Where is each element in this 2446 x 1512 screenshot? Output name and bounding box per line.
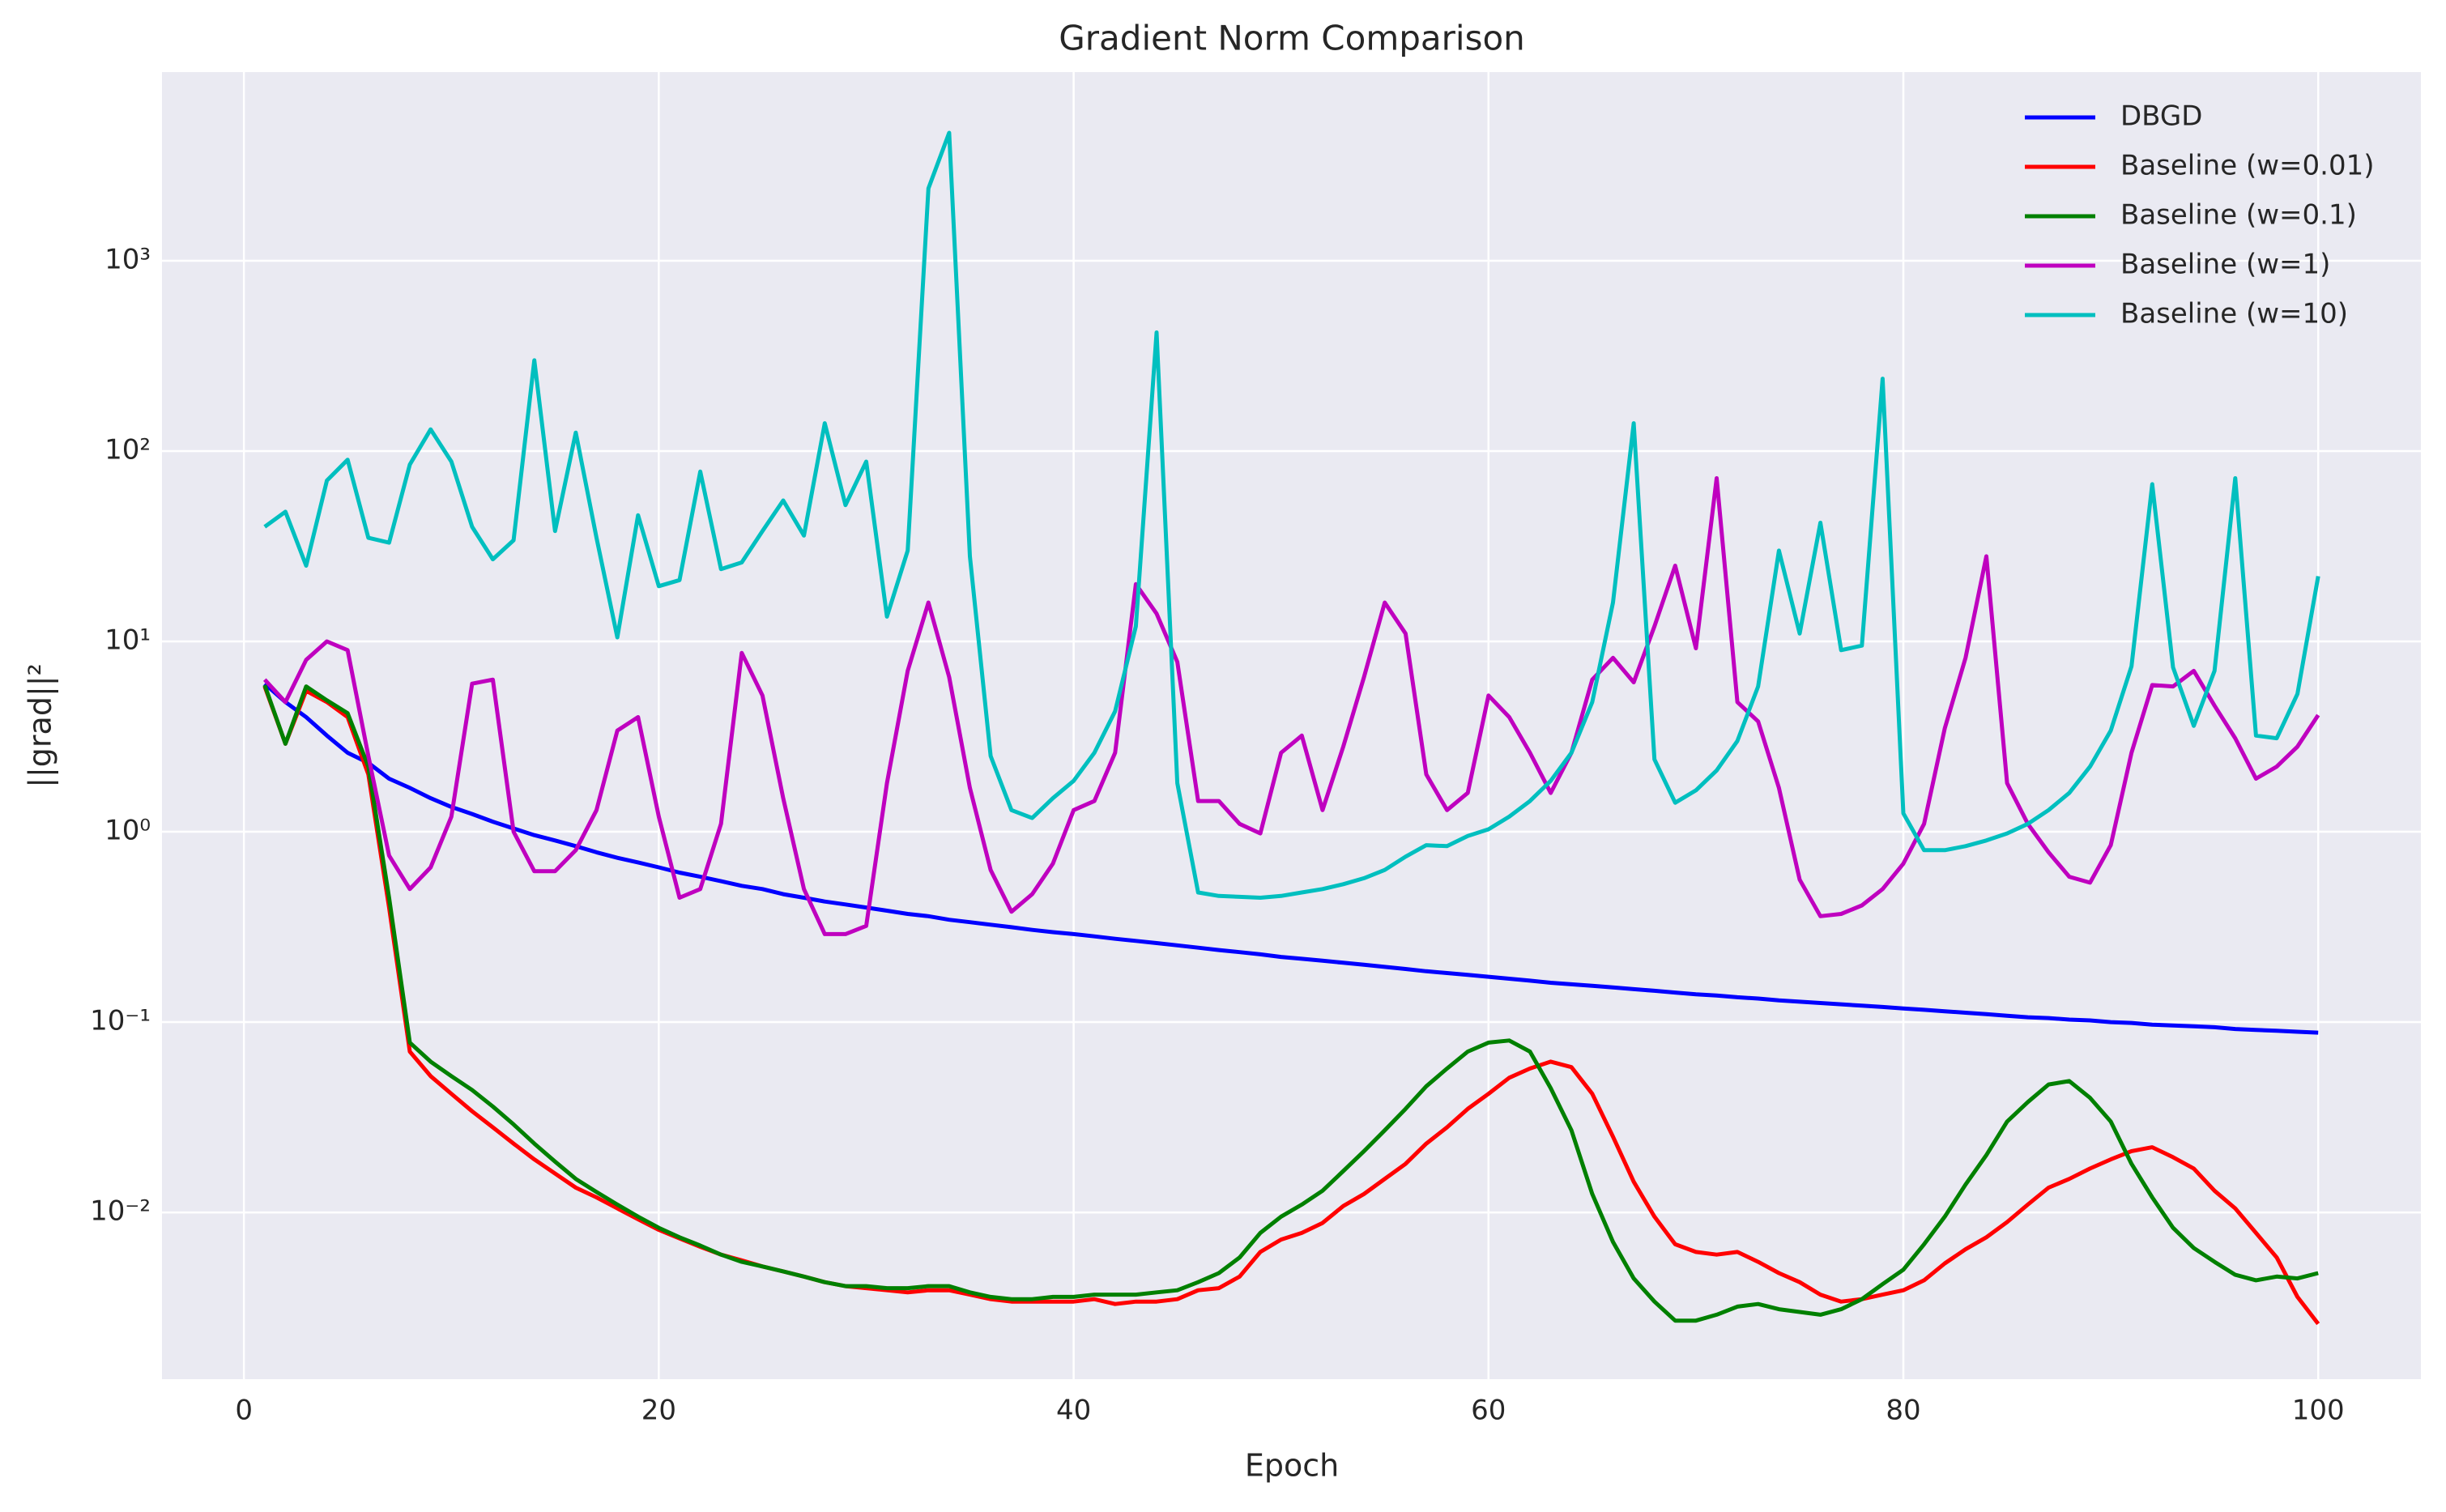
chart-title: Gradient Norm Comparison — [1059, 19, 1525, 58]
y-axis-label: ||grad||² — [23, 663, 59, 788]
y-tick-label: 10⁻¹ — [90, 1005, 151, 1037]
y-tick-label: 10⁻² — [90, 1195, 151, 1228]
y-tick-label: 10⁰ — [104, 815, 151, 847]
series-line — [262, 476, 2320, 936]
legend-label: Baseline (w=1) — [2120, 249, 2330, 281]
series-line — [263, 130, 2320, 900]
x-tick-label: 20 — [641, 1395, 676, 1427]
x-tick-label: 40 — [1056, 1395, 1091, 1427]
series-line — [263, 682, 2319, 1035]
y-tick-label: 10² — [104, 433, 151, 466]
legend-label: DBGD — [2120, 100, 2202, 133]
series-line — [262, 684, 2319, 1323]
y-tick-label: 10³ — [104, 243, 151, 275]
y-tick-label: 10¹ — [104, 624, 151, 657]
x-tick-label: 80 — [1886, 1395, 1920, 1427]
x-tick-label: 0 — [235, 1395, 253, 1427]
series-line — [262, 685, 2320, 1326]
x-tick-label: 60 — [1471, 1395, 1506, 1427]
x-axis-label: Epoch — [1245, 1448, 1339, 1484]
x-tick-label: 100 — [2292, 1395, 2345, 1427]
legend-label: Baseline (w=0.01) — [2120, 150, 2375, 182]
legend-label: Baseline (w=10) — [2120, 298, 2348, 330]
legend-label: Baseline (w=0.1) — [2120, 199, 2357, 232]
